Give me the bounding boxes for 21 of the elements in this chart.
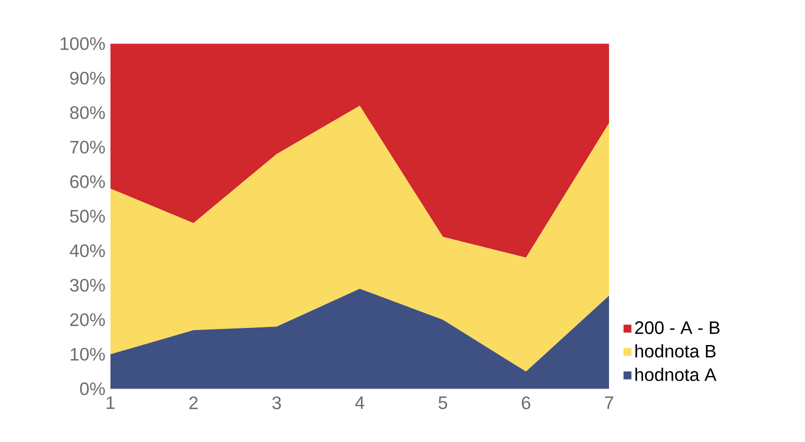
y-tick-label: 30% — [70, 278, 105, 292]
y-tick-label: 50% — [70, 210, 105, 223]
y-tick-label: 100% — [60, 37, 105, 50]
x-tick-label: 2 — [189, 396, 198, 410]
y-tick-label: 0% — [80, 382, 105, 396]
x-tick-label: 5 — [438, 396, 448, 410]
legend-label: 200 - A - B — [635, 321, 720, 334]
x-tick-label: 3 — [272, 396, 281, 410]
x-tick-label: 6 — [522, 396, 530, 410]
y-tick-label: 60% — [70, 175, 105, 188]
y-tick-label: 80% — [70, 106, 105, 120]
y-tick-label: 10% — [70, 348, 105, 361]
x-tick-label: 7 — [605, 396, 614, 409]
y-tick-label: 40% — [70, 244, 105, 258]
legend-label: hodnota A — [635, 368, 716, 382]
y-tick-label: 20% — [70, 313, 105, 326]
x-tick-label: 1 — [106, 396, 115, 409]
y-tick-label: 90% — [70, 72, 105, 85]
x-tick-label: 4 — [355, 396, 364, 409]
y-tick-label: 70% — [70, 140, 105, 154]
legend-label: hodnota B — [635, 344, 716, 358]
